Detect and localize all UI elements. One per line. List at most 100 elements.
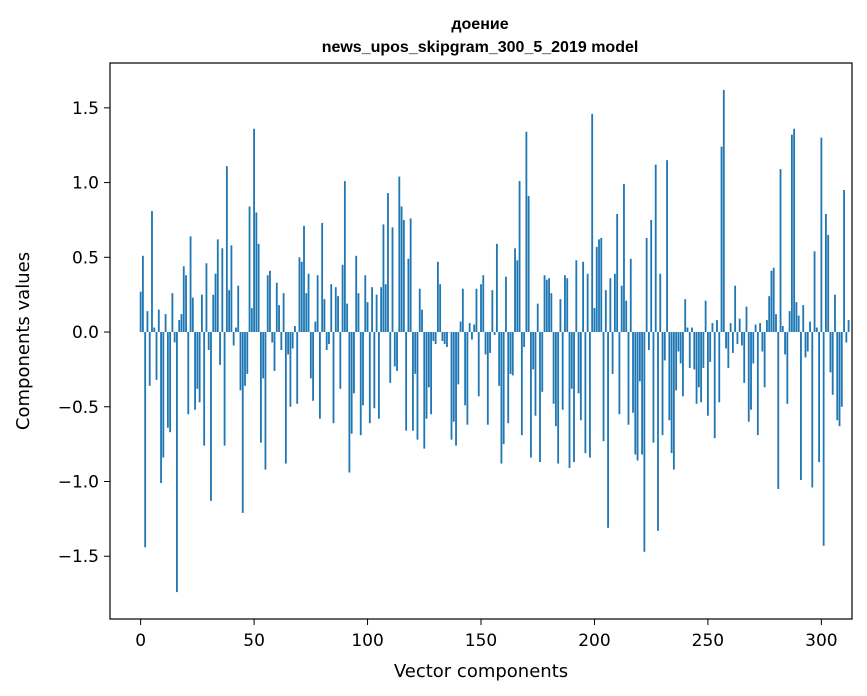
bar-component-192 bbox=[575, 260, 578, 333]
bar-component-224 bbox=[648, 332, 650, 350]
bar-component-105 bbox=[377, 332, 380, 419]
bar-component-37 bbox=[223, 332, 226, 446]
bar-component-10 bbox=[162, 332, 165, 458]
bar-component-160 bbox=[502, 332, 505, 445]
bar-component-49 bbox=[250, 308, 253, 333]
bar-component-141 bbox=[459, 321, 462, 333]
bar-component-203 bbox=[600, 237, 603, 333]
bar-component-22 bbox=[189, 236, 192, 333]
bar-component-73 bbox=[305, 293, 308, 333]
bar-component-113 bbox=[396, 332, 398, 371]
bar-component-291 bbox=[800, 332, 802, 480]
bar-component-56 bbox=[266, 275, 269, 333]
bar-component-210 bbox=[616, 213, 619, 333]
bar-component-3 bbox=[146, 311, 149, 333]
bar-component-244 bbox=[693, 332, 696, 370]
bar-component-223 bbox=[645, 237, 648, 333]
bar-component-153 bbox=[486, 332, 489, 425]
bar-component-158 bbox=[498, 332, 501, 386]
bar-component-119 bbox=[409, 218, 412, 333]
bar-component-66 bbox=[289, 332, 292, 407]
bar-component-250 bbox=[707, 332, 709, 416]
bar-component-108 bbox=[384, 284, 387, 333]
bar-component-287 bbox=[790, 134, 793, 333]
bar-component-175 bbox=[536, 303, 539, 333]
bar-component-25 bbox=[196, 332, 199, 389]
bar-component-18 bbox=[180, 314, 183, 333]
bar-component-35 bbox=[219, 332, 221, 365]
bar-component-58 bbox=[271, 332, 274, 343]
bar-component-143 bbox=[464, 332, 467, 406]
y-tick-label: −1.5 bbox=[58, 547, 99, 567]
bar-component-107 bbox=[382, 224, 385, 333]
x-tick-label: 150 bbox=[465, 631, 497, 651]
bar-component-213 bbox=[623, 184, 625, 333]
bar-component-115 bbox=[400, 206, 403, 333]
bar-component-159 bbox=[500, 332, 503, 464]
bar-component-57 bbox=[269, 270, 271, 333]
bar-component-277 bbox=[768, 296, 771, 333]
bar-component-216 bbox=[629, 258, 632, 333]
bar-component-128 bbox=[430, 332, 432, 415]
bar-component-144 bbox=[466, 332, 469, 425]
bar-component-121 bbox=[414, 332, 417, 374]
bar-component-53 bbox=[259, 332, 262, 443]
bar-component-251 bbox=[709, 332, 712, 362]
bar-component-204 bbox=[602, 332, 605, 442]
bar-component-145 bbox=[468, 323, 471, 333]
bar-component-202 bbox=[598, 239, 600, 333]
bar-component-33 bbox=[214, 273, 217, 333]
bar-component-263 bbox=[736, 332, 739, 344]
bar-component-127 bbox=[427, 332, 430, 388]
bar-component-44 bbox=[239, 332, 242, 391]
bar-component-13 bbox=[169, 332, 172, 433]
bar-component-254 bbox=[716, 320, 718, 333]
bar-component-212 bbox=[620, 285, 623, 333]
bar-component-191 bbox=[573, 332, 575, 463]
bar-component-20 bbox=[185, 275, 187, 333]
bar-component-295 bbox=[809, 321, 811, 333]
bar-component-182 bbox=[552, 332, 555, 404]
bar-component-169 bbox=[523, 332, 526, 347]
bar-component-190 bbox=[570, 332, 573, 389]
bar-component-239 bbox=[682, 332, 684, 397]
bar-component-91 bbox=[346, 303, 349, 333]
bar-component-179 bbox=[545, 279, 548, 333]
bar-component-17 bbox=[178, 320, 181, 333]
bar-component-240 bbox=[684, 299, 687, 333]
bar-component-226 bbox=[652, 332, 655, 443]
bar-component-279 bbox=[772, 267, 775, 333]
bar-component-120 bbox=[412, 332, 414, 431]
bar-component-109 bbox=[387, 193, 389, 333]
bar-component-138 bbox=[452, 332, 455, 422]
bar-component-123 bbox=[418, 288, 421, 333]
bar-component-156 bbox=[493, 332, 496, 336]
bar-component-116 bbox=[402, 219, 405, 333]
bar-component-285 bbox=[786, 332, 789, 404]
x-axis-ticks: 0 50 100 150 200 250 300 bbox=[135, 619, 838, 651]
bar-component-48 bbox=[248, 206, 251, 333]
bar-component-168 bbox=[520, 332, 523, 436]
bar-component-61 bbox=[278, 305, 280, 333]
bar-component-181 bbox=[550, 293, 553, 333]
bar-component-262 bbox=[734, 285, 737, 333]
bar-component-31 bbox=[210, 332, 212, 501]
bar-component-149 bbox=[477, 332, 480, 397]
bar-component-87 bbox=[337, 296, 339, 333]
bar-component-300 bbox=[820, 137, 823, 333]
bar-component-207 bbox=[609, 278, 612, 333]
bar-component-1 bbox=[141, 255, 144, 333]
bar-component-272 bbox=[756, 332, 759, 436]
bar-component-93 bbox=[350, 332, 353, 434]
bar-component-81 bbox=[323, 299, 326, 333]
bar-component-8 bbox=[157, 309, 160, 333]
bar-component-312 bbox=[847, 320, 850, 333]
bar-component-82 bbox=[325, 332, 328, 350]
bar-component-84 bbox=[330, 284, 333, 333]
bar-component-299 bbox=[818, 332, 821, 463]
bar-component-134 bbox=[443, 332, 446, 344]
bar-component-45 bbox=[241, 332, 244, 513]
bar-component-231 bbox=[663, 332, 666, 361]
bar-component-176 bbox=[539, 332, 541, 463]
